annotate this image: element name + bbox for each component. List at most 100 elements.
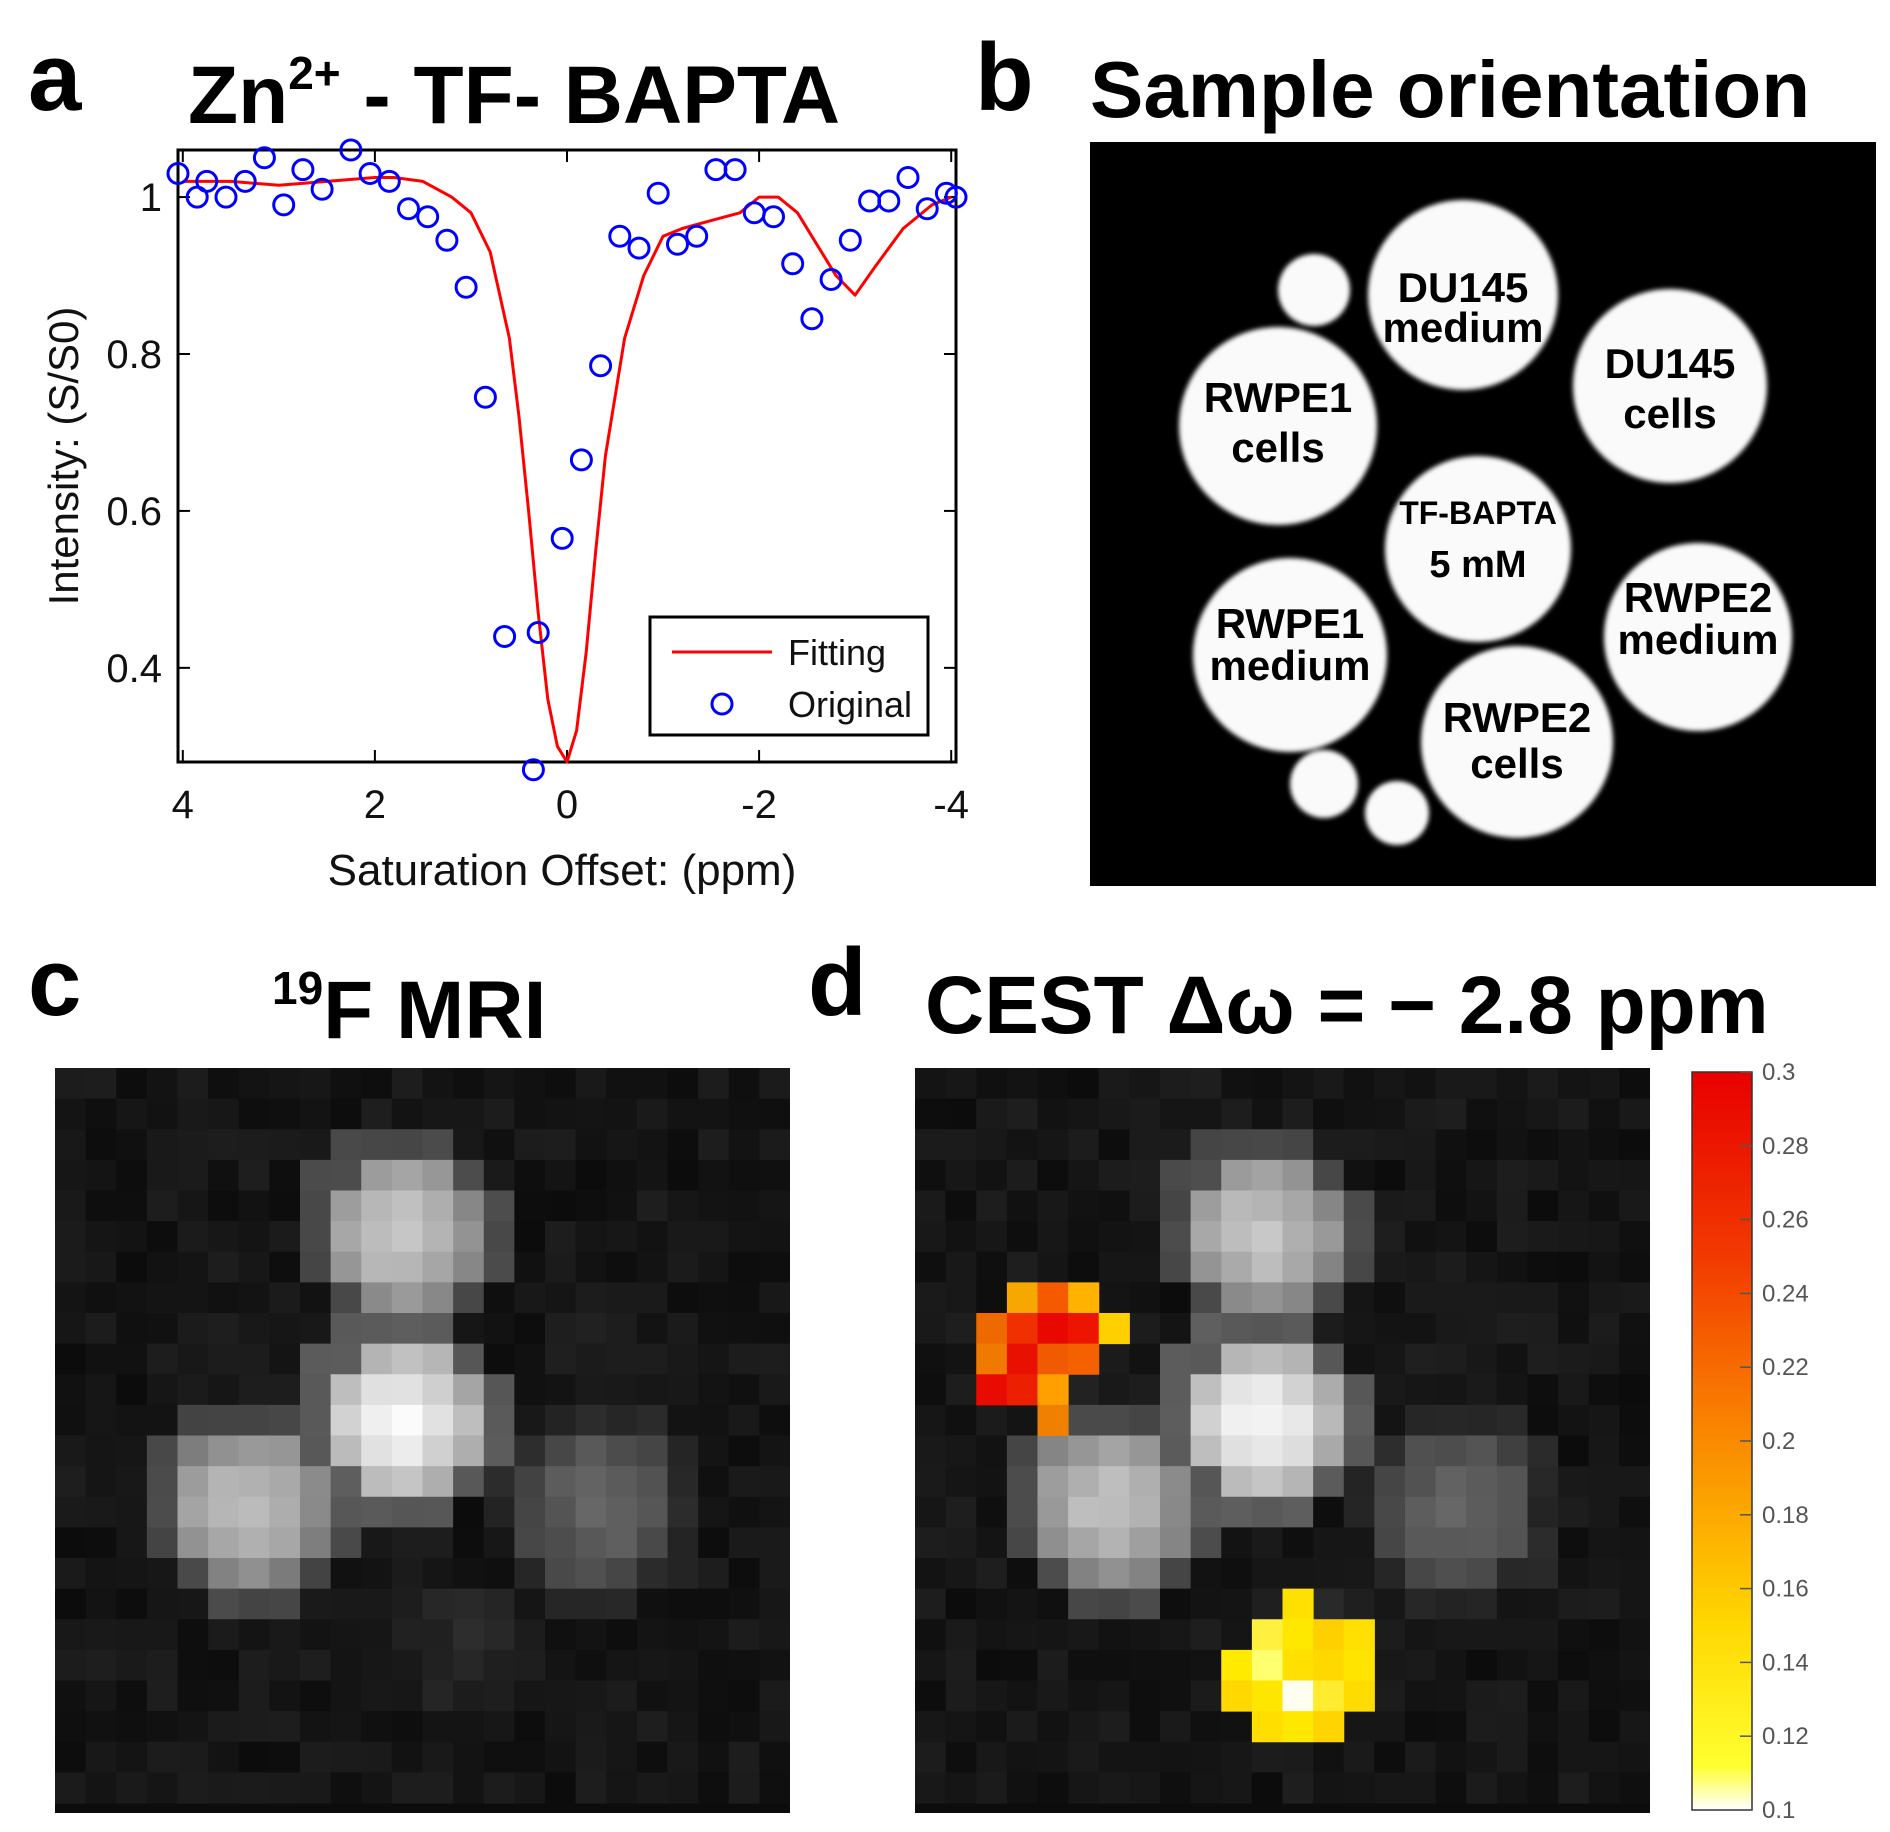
label-tf-bapta-2: 5 mM (1429, 544, 1526, 586)
original-data-point (589, 354, 613, 378)
panel-a-title-sup: 2+ (288, 47, 341, 99)
panel-label-a: a (28, 24, 82, 131)
x-tick-label: -2 (741, 783, 777, 827)
x-tick-label: -4 (933, 783, 969, 827)
colorbar-tick-label: 0.12 (1762, 1723, 1809, 1750)
original-data-point (272, 193, 296, 217)
colorbar-tick-label: 0.26 (1762, 1207, 1809, 1234)
original-data-point (800, 307, 824, 331)
tube-tf-bapta (1385, 456, 1571, 642)
colorbar-tick-label: 0.22 (1762, 1354, 1809, 1381)
original-data-point (233, 169, 257, 193)
original-data-point (896, 166, 920, 189)
original-data-point (526, 621, 550, 644)
colorbar-tick-label: 0.2 (1762, 1428, 1795, 1455)
colorbar-tick-label: 0.3 (1762, 1060, 1795, 1086)
original-data-point (454, 275, 478, 299)
colorbar-tick-label: 0.16 (1762, 1576, 1809, 1603)
label-rwpe1-medium-1: RWPE1 (1216, 600, 1365, 647)
panel-label-d: d (808, 929, 867, 1036)
colorbar-tick-label: 0.28 (1762, 1133, 1809, 1160)
label-rwpe2-medium-1: RWPE2 (1624, 574, 1773, 621)
original-data-point (915, 197, 939, 221)
label-du145-cells-1: DU145 (1605, 340, 1736, 387)
label-rwpe1-cells-2: cells (1231, 424, 1324, 471)
panel-label-b: b (975, 24, 1034, 131)
panel-c-title-sup: 19 (272, 962, 324, 1014)
colorbar-tick-label: 0.24 (1762, 1280, 1809, 1307)
original-data-point (569, 448, 593, 472)
z-spectrum-chart: 4 2 0 -2 -4 0.4 0.6 0.8 1 Saturation Offset: (p… (40, 138, 969, 895)
original-data-point (762, 205, 785, 229)
original-data-point (493, 625, 517, 648)
original-data-point (435, 228, 459, 252)
tube-rwpe2-cells (1421, 646, 1613, 838)
original-data-point (252, 146, 276, 170)
original-data-point (473, 385, 497, 409)
y-tick-label: 1 (140, 176, 162, 220)
original-data-point (646, 181, 670, 205)
x-tick-label: 4 (172, 783, 194, 827)
original-data-point (838, 228, 862, 252)
original-data-point (944, 185, 968, 209)
legend-original-swatch (710, 692, 734, 716)
tube-du145-cells (1573, 289, 1767, 483)
panel-label-c: c (28, 929, 82, 1036)
panel-a-title-base: Zn (188, 50, 289, 141)
original-data-point (377, 169, 401, 193)
original-data-point (723, 158, 747, 182)
legend-fitting-label: Fitting (788, 632, 886, 673)
cest-colorbar: 0.3 0.28 0.26 0.24 0.22 0.2 0.18 0.16 0.14 0.12 0.… (1691, 1060, 1809, 1824)
colorbar-tick-label: 0.14 (1762, 1649, 1809, 1676)
x-tick-label: 0 (556, 783, 578, 827)
sample-orientation-image: DU145 medium DU145 cells RWPE1 cells TF-… (1090, 142, 1876, 886)
panel-c-title: 19F MRI (272, 965, 546, 1052)
original-data-point (666, 232, 689, 256)
tube-rwpe1-cells (1179, 327, 1377, 525)
tube-small-2 (1290, 750, 1358, 818)
tube-rwpe2-medium (1604, 543, 1792, 731)
original-data-point (685, 224, 709, 248)
label-rwpe1-cells-1: RWPE1 (1204, 374, 1353, 421)
original-data-point (627, 236, 651, 260)
label-tf-bapta-1: TF-BAPTA (1399, 495, 1557, 531)
original-data-point (608, 224, 632, 248)
panel-c-title-rest: F MRI (323, 965, 547, 1056)
tube-du145-medium (1368, 200, 1558, 390)
f19-mri-image (55, 1068, 790, 1813)
legend-box (648, 615, 930, 737)
original-data-point (781, 252, 805, 276)
label-rwpe2-cells-1: RWPE2 (1443, 694, 1592, 741)
label-du145-cells-2: cells (1623, 390, 1716, 437)
panel-a-title-rest: - TF- BAPTA (340, 50, 841, 141)
y-tick-label: 0.8 (106, 333, 162, 377)
panel-b-title: Sample orientation (1090, 45, 1811, 134)
panel-d-title: CEST Δω = − 2.8 ppm (925, 960, 1769, 1051)
original-data-point (195, 169, 219, 193)
label-rwpe2-cells-2: cells (1470, 740, 1563, 787)
original-data-point (358, 162, 382, 185)
original-data-point (550, 526, 574, 550)
original-data-point (877, 189, 901, 213)
tube-small-1 (1278, 254, 1350, 326)
original-data-point (819, 268, 843, 291)
original-data-point (291, 158, 315, 182)
original-data-point (397, 197, 420, 221)
label-du145-medium-1: DU145 (1398, 264, 1529, 311)
fitting-line (182, 176, 952, 764)
original-data-point (214, 185, 238, 209)
label-rwpe2-medium-2: medium (1617, 616, 1778, 663)
legend-original-label: Original (788, 684, 912, 725)
y-axis-label: Intensity: (S/S0) (40, 307, 87, 606)
label-rwpe1-medium-2: medium (1209, 642, 1370, 689)
colorbar-tick-label: 0.1 (1762, 1797, 1795, 1824)
x-tick-label: 2 (364, 783, 386, 827)
original-data-point (310, 177, 334, 201)
cest-map-image (915, 1068, 1650, 1813)
label-du145-medium-2: medium (1382, 304, 1543, 351)
x-axis-label: Saturation Offset: (ppm) (328, 846, 797, 895)
original-data-point (416, 205, 440, 229)
tube-rwpe1-medium (1193, 558, 1387, 752)
tube-small-3 (1365, 781, 1429, 845)
panel-a-title: Zn2+ - TF- BAPTA (188, 50, 840, 137)
